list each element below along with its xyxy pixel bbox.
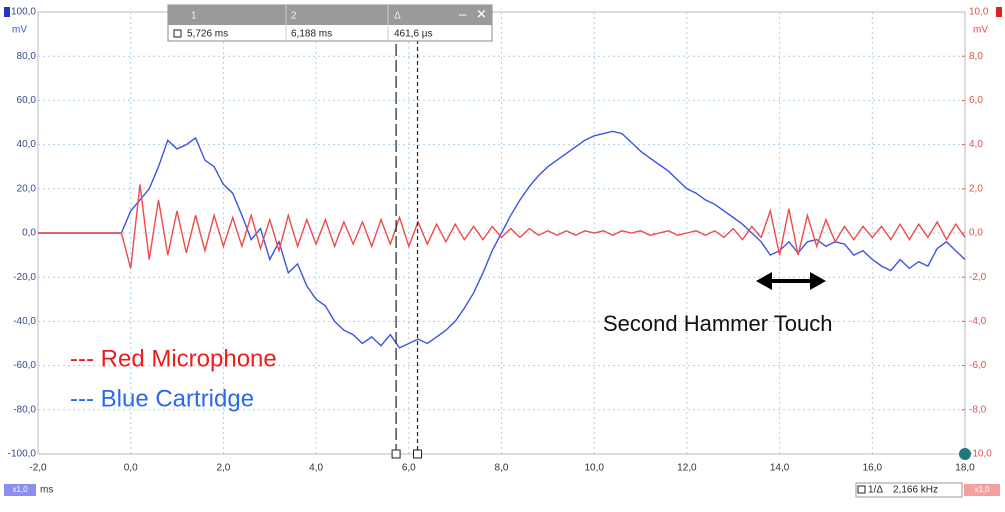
cursor-handle — [413, 449, 423, 459]
plot — [38, 12, 966, 459]
close-button[interactable]: ✕ — [476, 6, 487, 21]
x-tick-label: 18,0 — [955, 463, 975, 474]
y2-tick-label: 2,0 — [969, 183, 983, 194]
cursor-handle — [391, 449, 401, 459]
y2-tick-label: 6,0 — [969, 95, 983, 106]
y2-tick-label: 0,0 — [969, 228, 983, 239]
x-tick-label: 16,0 — [863, 463, 883, 474]
annotation: Second Hammer Touch — [603, 311, 833, 336]
y-tick-label: 60,0 — [17, 95, 37, 106]
arrow-head — [756, 272, 772, 290]
y2-tick-label: 10,0 — [969, 7, 989, 18]
readout-icon — [173, 29, 182, 38]
y-tick-label: 40,0 — [17, 139, 37, 150]
freq-icon — [857, 485, 866, 494]
readout-value: 461,6 µs — [394, 29, 433, 40]
series-line — [38, 184, 966, 269]
y-unit: mV — [12, 25, 27, 36]
y-tick-label: 100,0 — [11, 7, 36, 18]
arrow-head — [810, 272, 826, 290]
freq-box — [855, 482, 963, 498]
x-tick-label: 12,0 — [677, 463, 697, 474]
x-tick-label: 6,0 — [402, 463, 416, 474]
y2-tick-label: 4,0 — [969, 139, 983, 150]
y2-axis-handle — [996, 7, 1002, 17]
y-tick-label: -40,0 — [13, 316, 36, 327]
x-tick-label: -2,0 — [29, 463, 47, 474]
y-tick-label: -80,0 — [13, 404, 36, 415]
legend-red: --- Red Microphone — [70, 345, 277, 372]
minimize-button[interactable]: – — [459, 6, 467, 21]
readout-header-text: 1 — [191, 11, 197, 22]
y2-scale-text: x1,0 — [974, 485, 990, 494]
x-scale-badge — [4, 484, 36, 496]
freq-value: 2,166 kHz — [893, 485, 938, 496]
y2-unit: mV — [973, 25, 988, 36]
x-scale-text: x1,0 — [12, 485, 28, 494]
y-tick-label: -20,0 — [13, 272, 36, 283]
freq-label: 1/Δ — [868, 485, 883, 496]
y2-tick-label: -6,0 — [969, 360, 987, 371]
double-arrow — [756, 272, 826, 290]
y2-tick-label: -8,0 — [969, 404, 987, 415]
readout-header-text: Δ — [394, 11, 401, 22]
legend-blue: --- Blue Cartridge — [70, 385, 254, 412]
x-tick-label: 2,0 — [216, 463, 230, 474]
y2-tick-label: 8,0 — [969, 51, 983, 62]
x-tick-label: 0,0 — [124, 463, 138, 474]
y-tick-label: 0,0 — [22, 228, 36, 239]
x-unit: ms — [40, 485, 53, 496]
x-tick-label: 14,0 — [770, 463, 790, 474]
y-axis-handle — [4, 7, 10, 17]
y2-tick-label: -10,0 — [969, 449, 992, 460]
y2-scale-badge — [964, 484, 1000, 496]
series-line — [38, 130, 966, 349]
readout-header-text: 2 — [291, 11, 297, 22]
y2-tick-label: -4,0 — [969, 316, 987, 327]
x-tick-label: 4,0 — [309, 463, 323, 474]
y2-tick-label: -2,0 — [969, 272, 987, 283]
readout-value: 5,726 ms — [187, 29, 228, 40]
x-tick-label: 8,0 — [495, 463, 509, 474]
y-tick-label: 20,0 — [17, 183, 37, 194]
trigger-marker — [959, 448, 971, 460]
y-tick-label: 80,0 — [17, 51, 37, 62]
readout-value: 6,188 ms — [291, 29, 332, 40]
readout-header — [168, 5, 492, 25]
x-tick-label: 10,0 — [584, 463, 604, 474]
y-tick-label: -60,0 — [13, 360, 36, 371]
cursor-readout: 1 2 Δ – ✕ 5,726 ms 6,188 ms 461,6 µs — [167, 4, 493, 42]
y-tick-label: -100,0 — [8, 449, 37, 460]
